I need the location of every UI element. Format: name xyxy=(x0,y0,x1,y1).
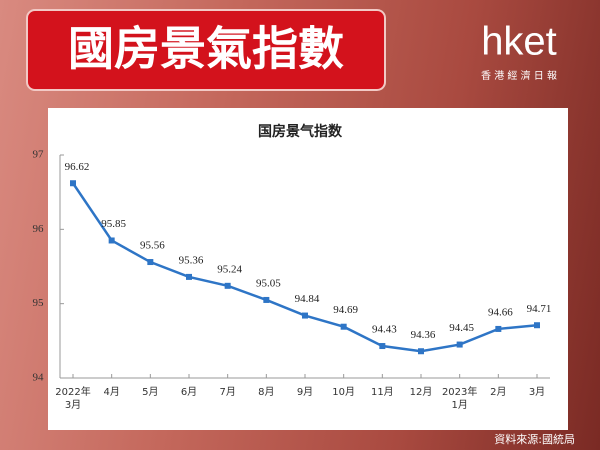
data-point xyxy=(456,341,463,348)
x-tick-label: 8月 xyxy=(258,386,274,398)
data-point xyxy=(108,237,115,244)
data-point xyxy=(263,296,270,303)
x-tick-label: 12月 xyxy=(410,386,433,398)
data-label: 94.69 xyxy=(333,304,358,316)
data-point xyxy=(302,312,308,319)
data-label: 94.66 xyxy=(488,306,513,318)
x-tick-label: 11月 xyxy=(371,386,394,398)
data-label: 95.85 xyxy=(101,218,126,230)
x-tick-label: 3月 xyxy=(529,386,545,398)
logo: hket xyxy=(481,20,557,64)
y-tick-label: 95 xyxy=(33,297,45,309)
data-point xyxy=(418,348,424,355)
x-tick-label: 10月 xyxy=(332,386,355,398)
data-point xyxy=(379,343,386,350)
x-tick-label: 7月 xyxy=(219,386,235,398)
data-point xyxy=(534,322,540,329)
logo-subtitle: 香 港 經 濟 日 報 xyxy=(481,69,557,82)
data-label: 94.84 xyxy=(295,293,320,305)
data-label: 95.56 xyxy=(140,240,165,252)
source: 資料來源:國統局 xyxy=(494,432,575,446)
data-label: 95.36 xyxy=(179,254,204,266)
x-tick-label: 2022年 3月 xyxy=(55,385,90,411)
chart-title: 国房景气指数 xyxy=(258,123,343,140)
y-tick-label: 94 xyxy=(33,372,45,384)
title-banner xyxy=(26,9,386,91)
data-point xyxy=(224,282,231,289)
data-label: 96.62 xyxy=(65,161,90,173)
data-label: 94.45 xyxy=(449,322,474,334)
data-point xyxy=(70,180,76,187)
data-label: 94.71 xyxy=(527,303,552,315)
x-tick-label: 5月 xyxy=(142,386,158,398)
data-label: 95.05 xyxy=(256,277,281,289)
y-tick-label: 96 xyxy=(33,223,45,235)
x-tick-label: 4月 xyxy=(103,386,119,398)
x-tick-label: 9月 xyxy=(297,386,313,398)
data-point xyxy=(186,273,192,280)
y-tick-label: 97 xyxy=(33,149,45,161)
x-tick-label: 2023年 1月 xyxy=(442,385,477,411)
chart-panel xyxy=(48,108,568,430)
x-tick-label: 2月 xyxy=(490,386,506,398)
data-label: 94.43 xyxy=(372,324,397,336)
data-point xyxy=(495,325,502,332)
data-point xyxy=(340,323,347,330)
x-tick-label: 6月 xyxy=(181,386,197,398)
page-title: 國房景氣指數 xyxy=(68,22,344,76)
data-label: 94.36 xyxy=(411,329,436,341)
data-point xyxy=(147,259,154,266)
data-label: 95.24 xyxy=(217,263,242,275)
